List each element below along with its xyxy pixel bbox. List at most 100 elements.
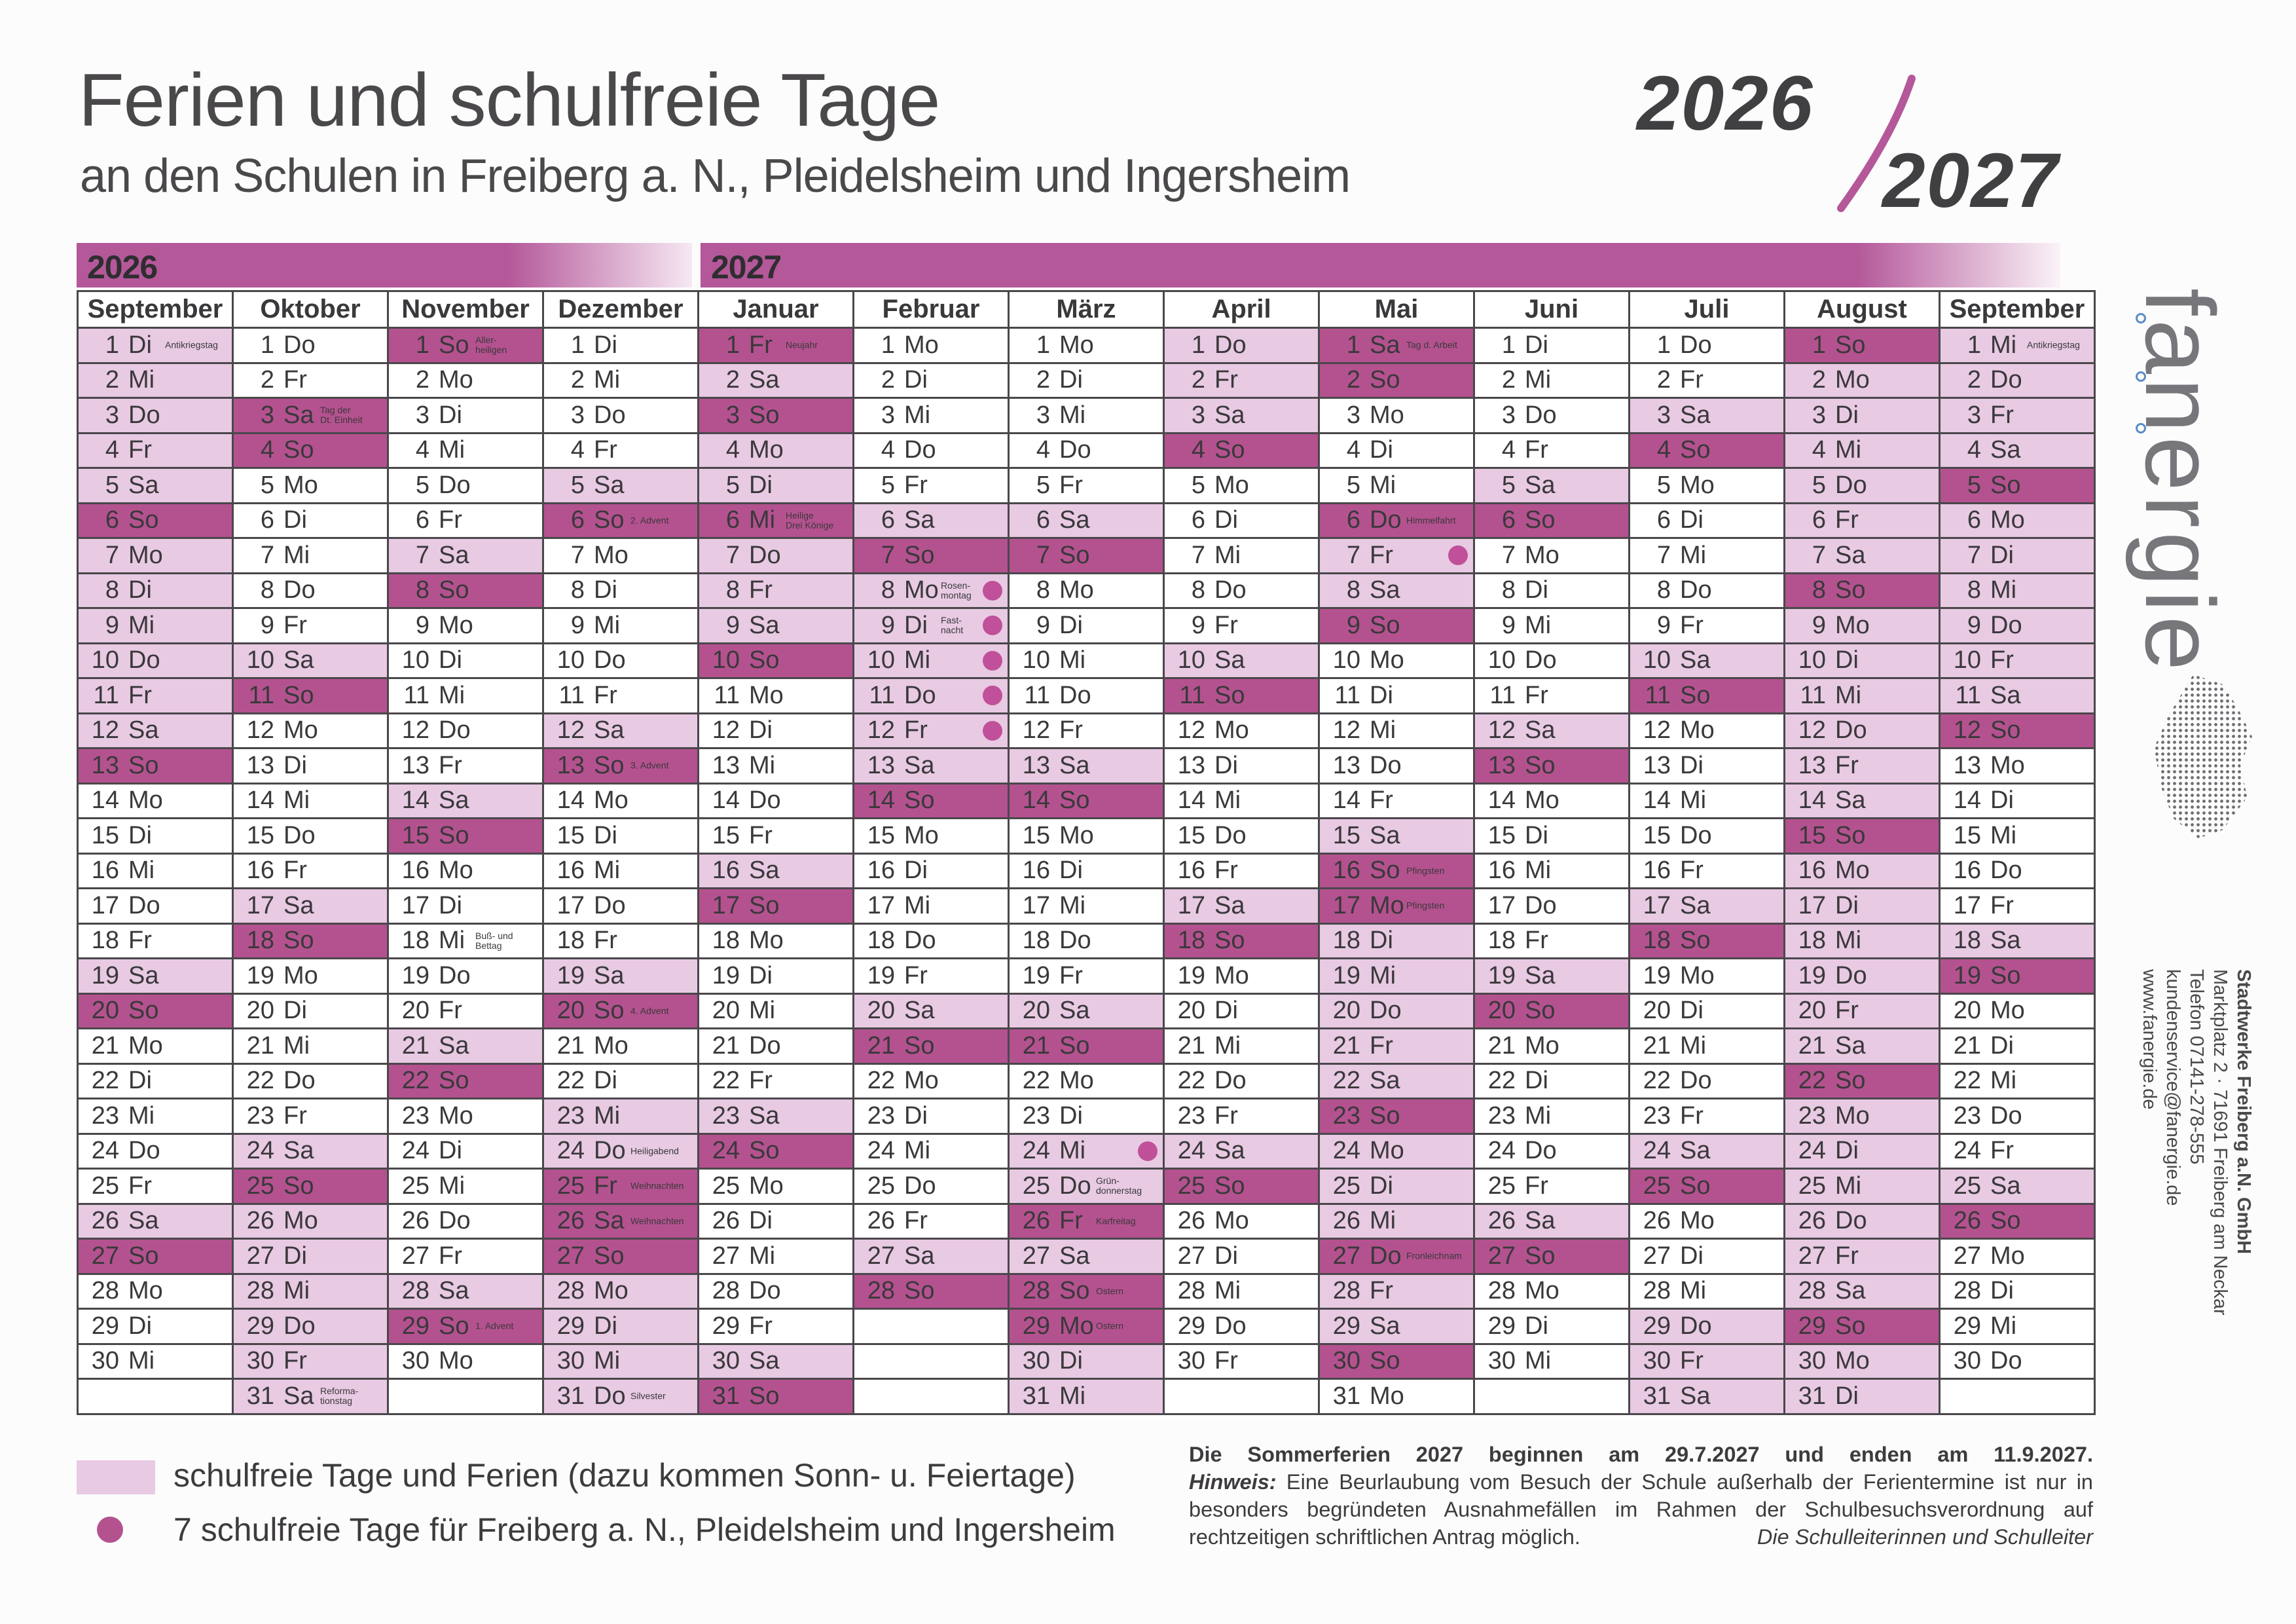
day-number: 2: [1967, 366, 1981, 394]
day-number: 14: [1798, 786, 1826, 815]
day-cell: 13 So: [79, 749, 234, 784]
day-cell: 14 Fr: [1320, 784, 1475, 819]
weekday: Fr: [594, 436, 617, 464]
weekday: Mi: [283, 786, 310, 815]
day-cell: 12 Mo: [1630, 714, 1785, 749]
day-cell: 29 Di: [1475, 1310, 1630, 1345]
day-number: 16: [1332, 857, 1360, 885]
weekday: So: [439, 821, 469, 849]
weekday: Do: [439, 961, 471, 989]
weekday: Sa: [749, 1347, 780, 1375]
weekday: So: [1525, 997, 1556, 1025]
weekday: Do: [1059, 681, 1091, 709]
day-number: 13: [1022, 751, 1050, 779]
day-cell: 14 Mi: [1630, 784, 1785, 819]
day-number: 10: [246, 646, 274, 674]
day-number: 25: [1022, 1172, 1050, 1200]
weekday: Fr: [1059, 716, 1083, 745]
holiday-note: Heiligabend: [630, 1145, 679, 1156]
weekday: Fr: [1835, 1242, 1859, 1270]
day-cell: 12 Sa: [79, 714, 234, 749]
day-number: 5: [725, 471, 740, 499]
day-number: 9: [570, 611, 585, 639]
email-link[interactable]: kundenservice@fanergie.de: [2162, 969, 2183, 1206]
day-cell: 21 Mo: [79, 1029, 234, 1065]
weekday: Di: [749, 961, 773, 989]
day-cell: 3 Fr: [1941, 399, 2096, 434]
weekday: So: [1370, 857, 1400, 885]
year-logo-second: 2027: [1882, 138, 2060, 224]
day-number: 29: [1332, 1312, 1360, 1340]
day-cell: 18 Mi: [1785, 924, 1941, 959]
day-cell: 12 Sa: [1475, 714, 1630, 749]
weekday: Fr: [904, 716, 928, 745]
weekday: Sa: [1680, 646, 1711, 674]
day-cell: 18 Mi Buß- und Bettag: [389, 924, 544, 959]
month-header: Februar: [854, 292, 1010, 329]
empty-cell: [389, 1380, 544, 1415]
day-number: 15: [556, 821, 585, 849]
day-number: 2: [570, 366, 585, 394]
day-cell: 22 Fr: [699, 1064, 854, 1099]
weekday: So: [283, 1172, 314, 1200]
day-number: 19: [712, 961, 740, 989]
day-cell: 24 Sa: [1165, 1134, 1320, 1170]
day-cell: 17 Di: [1785, 889, 1941, 925]
day-number: 19: [1953, 961, 1981, 989]
holiday-note: Ostern: [1096, 1320, 1124, 1331]
day-cell: 21 Sa: [1785, 1029, 1941, 1065]
day-cell: 17 Do: [1475, 889, 1630, 925]
day-number: 26: [246, 1207, 274, 1235]
day-cell: 17 Mi: [1010, 889, 1165, 925]
day-number: 5: [1036, 471, 1050, 499]
day-cell: 13 Di: [1630, 749, 1785, 784]
weekday: Mo: [1059, 821, 1094, 849]
day-number: 12: [1487, 716, 1516, 745]
weekday: Mo: [904, 821, 939, 849]
day-number: 7: [1346, 541, 1360, 569]
day-cell: 19 Do: [1785, 959, 1941, 995]
weekday: Mo: [1990, 1242, 2025, 1270]
day-number: 17: [1953, 891, 1981, 919]
weekday: Mo: [1214, 716, 1249, 745]
weekday: Fr: [1059, 471, 1083, 499]
weekday: Mo: [1059, 1067, 1094, 1095]
weekday: Do: [128, 1137, 160, 1165]
weekday: Fr: [283, 1101, 307, 1130]
weekday: Sa: [283, 646, 314, 674]
weekday: Sa: [1059, 506, 1090, 534]
day-number: 11: [1645, 681, 1671, 709]
day-number: 1: [1191, 331, 1205, 359]
weekday: So: [749, 646, 780, 674]
weekday: Do: [1214, 1067, 1247, 1095]
day-cell: 7 Mo: [1475, 539, 1630, 574]
day-cell: 1 Fr Neujahr: [699, 329, 854, 364]
weekday: Do: [904, 681, 936, 709]
day-number: 22: [1487, 1067, 1516, 1095]
day-number: 30: [1332, 1347, 1360, 1375]
weekday: Sa: [904, 506, 935, 534]
day-number: 15: [1953, 821, 1981, 849]
website-link[interactable]: www.fanergie.de: [2139, 969, 2160, 1110]
day-number: 26: [1177, 1207, 1205, 1235]
weekday: Mi: [1990, 821, 2017, 849]
day-cell: 2 Fr: [1165, 363, 1320, 399]
weekday: So: [1214, 927, 1245, 955]
day-cell: 16 Mi: [1475, 854, 1630, 889]
weekday: Do: [1059, 927, 1091, 955]
day-cell: 2 Mi: [544, 363, 699, 399]
weekday: Di: [128, 576, 152, 604]
holiday-note: Silvester: [630, 1390, 666, 1401]
weekday: Di: [1525, 1312, 1548, 1340]
day-number: 22: [556, 1067, 585, 1095]
day-cell: 3 Sa Tag der Dt. Einheit: [234, 399, 389, 434]
day-cell: 8 Mo: [1010, 574, 1165, 609]
day-number: 9: [725, 611, 740, 639]
day-cell: 15 Do: [1630, 819, 1785, 855]
day-cell: 22 Mo: [854, 1064, 1010, 1099]
month-column: Januar 1 Fr Neujahr 2 Sa 3 So 4 Mo 5 Di 6 Mi Heilige D…: [699, 292, 854, 1415]
day-cell: 20 Do: [1320, 994, 1475, 1029]
day-number: 14: [91, 786, 119, 815]
day-number: 16: [1177, 857, 1205, 885]
weekday: Mi: [749, 751, 776, 779]
